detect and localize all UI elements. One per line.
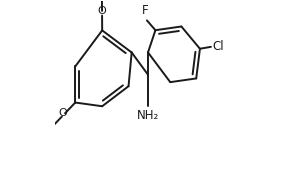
Text: O: O [59,108,67,118]
Text: O: O [98,6,107,16]
Text: F: F [142,4,148,17]
Text: Cl: Cl [213,40,224,53]
Text: NH₂: NH₂ [137,109,159,122]
